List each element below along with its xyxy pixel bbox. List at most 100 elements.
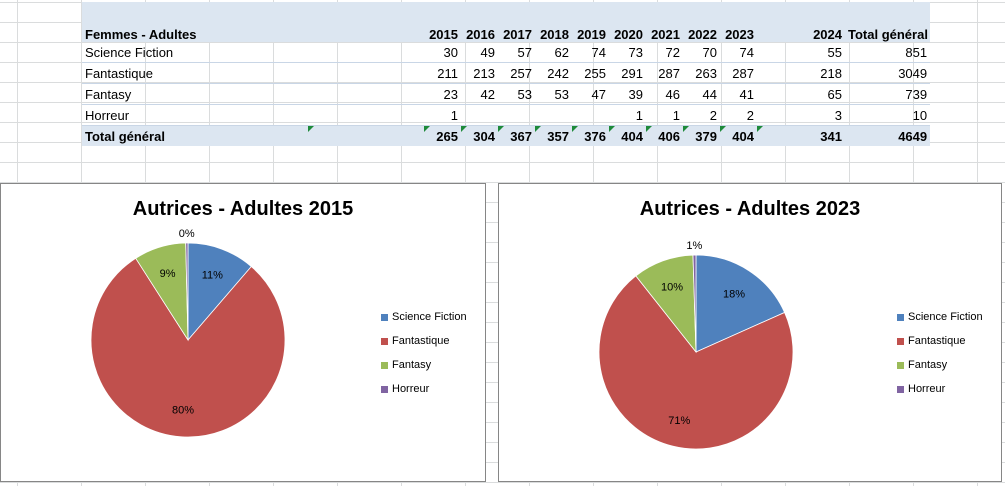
cell[interactable]: 30 [424,42,461,63]
grand-total-cell[interactable]: 376 [572,125,609,146]
row-total[interactable]: 739 [845,83,931,105]
pie-chart-2015[interactable]: Autrices - Adultes 2015 11% 80% 9% 0% Scien… [0,183,486,482]
cell[interactable]: 257 [498,62,535,84]
grand-total-sum[interactable]: 4649 [845,125,931,146]
cell[interactable]: 218 [757,62,845,84]
cell[interactable]: 73 [609,42,646,63]
year-header[interactable]: 2023 [720,22,757,42]
cell[interactable] [461,104,498,126]
grand-total-cell[interactable]: 406 [646,125,683,146]
cell[interactable]: 46 [646,83,683,105]
cell[interactable]: 2 [683,104,720,126]
row-total[interactable]: 10 [845,104,931,126]
grand-total-cell[interactable]: 367 [498,125,535,146]
cell[interactable]: 213 [461,62,498,84]
year-header[interactable]: 2024 [757,22,845,42]
grand-total-cell[interactable]: 404 [609,125,646,146]
legend-label: Fantastique [392,335,450,347]
pie-slice-science-fiction[interactable] [695,254,786,353]
year-header[interactable]: 2022 [683,22,720,42]
pie-chart-2023[interactable]: Autrices - Adultes 2023 18% 71% 10% 1% Scie… [498,183,1002,482]
legend-item[interactable]: Fantasy [381,359,467,383]
cell[interactable]: 23 [424,83,461,105]
year-header[interactable]: 2019 [572,22,609,42]
pie-slice-fantastique[interactable] [90,257,286,438]
grand-total-label[interactable]: Total général [82,125,308,146]
row-label[interactable]: Fantastique [82,62,424,84]
legend-label: Fantasy [392,359,432,371]
row-label[interactable]: Fantasy [82,83,424,105]
pie-slice-science-fiction[interactable] [187,242,252,342]
cell[interactable]: 74 [720,42,757,63]
legend-item[interactable]: Fantastique [897,335,983,359]
row-total[interactable]: 851 [845,42,931,63]
cell[interactable]: 62 [535,42,572,63]
data-label: 0% [179,228,195,240]
cell[interactable]: 49 [461,42,498,63]
pie-plot-area: 11% 80% 9% 0% [90,228,286,438]
row-total[interactable]: 3049 [845,62,931,84]
year-header[interactable]: 2020 [609,22,646,42]
chart-title: Autrices - Adultes 2023 [639,198,861,220]
row-header-cell[interactable]: Femmes - Adultes [82,22,424,42]
cell[interactable]: 291 [609,62,646,84]
cell[interactable]: 255 [572,62,609,84]
year-header[interactable]: 2018 [535,22,572,42]
legend-item[interactable]: Science Fiction [897,311,983,335]
legend-item[interactable]: Horreur [897,383,983,407]
cell[interactable] [498,104,535,126]
cell[interactable]: 1 [609,104,646,126]
cell[interactable]: 3 [757,104,845,126]
cell[interactable]: 287 [646,62,683,84]
pie-slice-horreur[interactable] [185,242,189,341]
row-label[interactable]: Horreur [82,104,424,126]
grand-total-cell[interactable]: 404 [720,125,757,146]
cell[interactable] [82,2,931,22]
year-header[interactable]: 2016 [461,22,498,42]
chart-title: Autrices - Adultes 2015 [132,198,354,220]
grand-total-cell[interactable]: 357 [535,125,572,146]
pivot-table: Femmes - Adultes 2015 2016 2017 2018 201… [82,2,931,146]
cell[interactable]: 1 [424,104,461,126]
cell[interactable]: 47 [572,83,609,105]
legend-item[interactable]: Science Fiction [381,311,467,335]
grand-total-cell[interactable]: 265 [424,125,461,146]
cell[interactable]: 2 [720,104,757,126]
cell[interactable]: 287 [720,62,757,84]
cell[interactable]: 42 [461,83,498,105]
cell[interactable]: 39 [609,83,646,105]
cell[interactable]: 70 [683,42,720,63]
cell[interactable]: 74 [572,42,609,63]
cell[interactable]: 53 [535,83,572,105]
cell[interactable]: 44 [683,83,720,105]
grand-total-cell[interactable]: 341 [757,125,845,146]
legend[interactable]: Science Fiction Fantastique Fantasy Horreur [381,311,467,407]
legend-item[interactable]: Fantasy [897,359,983,383]
grand-total-cell[interactable]: 304 [461,125,498,146]
cell[interactable]: 72 [646,42,683,63]
cell[interactable]: 41 [720,83,757,105]
legend-item[interactable]: Fantastique [381,335,467,359]
row-label[interactable]: Science Fiction [82,42,424,63]
legend[interactable]: Science Fiction Fantastique Fantasy Horreur [897,311,983,407]
total-header[interactable]: Total général [845,22,931,42]
data-label: 80% [172,405,194,417]
legend-item[interactable]: Horreur [381,383,467,407]
grand-total-cell[interactable]: 379 [683,125,720,146]
cell[interactable]: 263 [683,62,720,84]
cell[interactable] [572,104,609,126]
pie-slice-horreur[interactable] [692,254,697,353]
cell[interactable] [308,125,424,146]
cell[interactable]: 65 [757,83,845,105]
cell[interactable]: 1 [646,104,683,126]
cell[interactable]: 57 [498,42,535,63]
cell[interactable] [535,104,572,126]
cell[interactable]: 55 [757,42,845,63]
pie-slice-fantastique[interactable] [598,275,794,450]
year-header[interactable]: 2017 [498,22,535,42]
cell[interactable]: 211 [424,62,461,84]
year-header[interactable]: 2021 [646,22,683,42]
cell[interactable]: 242 [535,62,572,84]
year-header[interactable]: 2015 [424,22,461,42]
cell[interactable]: 53 [498,83,535,105]
